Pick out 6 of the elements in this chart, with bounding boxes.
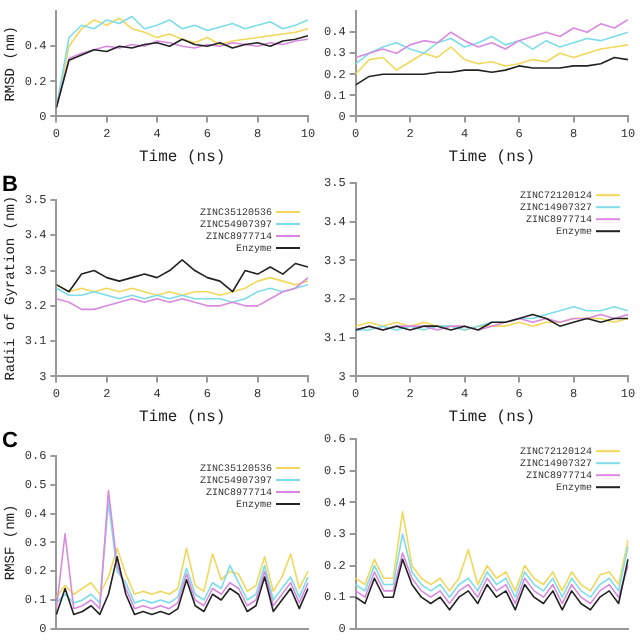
x-axis-title: Time (ns)	[448, 148, 536, 167]
x-axis-title: Time (ns)	[138, 148, 226, 167]
text: C	[2, 429, 18, 454]
x-axis-title: Time (ns)	[448, 408, 536, 427]
text: B	[2, 173, 18, 198]
x-axis-title: Time (ns)	[138, 408, 226, 427]
